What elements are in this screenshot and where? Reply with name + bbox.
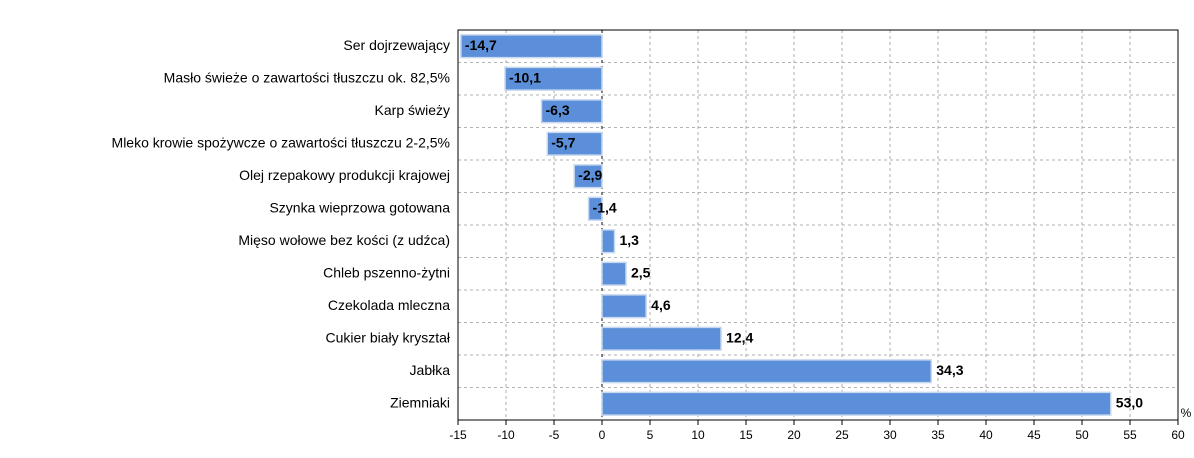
value-label: 4,6	[651, 297, 671, 313]
x-tick-label: 50	[1075, 428, 1089, 442]
bar	[601, 294, 647, 319]
value-label: -10,1	[509, 69, 541, 85]
x-tick-label: 60	[1171, 428, 1185, 442]
x-tick-label: 10	[691, 428, 705, 442]
x-tick-label: 15	[739, 428, 753, 442]
x-tick-label: 25	[835, 428, 849, 442]
bar	[573, 164, 603, 189]
y-tick-label: Szynka wieprzowa gotowana	[269, 199, 450, 215]
x-tick-label: 30	[883, 428, 897, 442]
x-tick-label: 35	[931, 428, 945, 442]
bar	[504, 66, 603, 91]
bar	[587, 196, 603, 221]
x-tick-label: 40	[979, 428, 993, 442]
x-tick-label: -5	[549, 428, 560, 442]
bar	[460, 34, 603, 59]
y-tick-label: Mleko krowie spożywcze o zawartości tłus…	[112, 134, 450, 150]
bar	[601, 391, 1112, 416]
value-label: 2,5	[631, 264, 651, 280]
value-label: -1,4	[593, 199, 617, 215]
y-tick-label: Ziemniaki	[390, 394, 450, 410]
value-label: 34,3	[936, 362, 963, 378]
y-tick-label: Masło świeże o zawartości tłuszczu ok. 8…	[164, 69, 450, 85]
value-label: 12,4	[726, 329, 753, 345]
value-label: -2,9	[578, 167, 602, 183]
y-tick-label: Ser dojrzewający	[343, 37, 450, 53]
y-tick-label: Jabłka	[410, 362, 451, 378]
y-tick-label: Czekolada mleczna	[328, 297, 450, 313]
value-label: -5,7	[551, 134, 575, 150]
x-axis-label: %	[1181, 406, 1192, 420]
y-tick-label: Karp świeży	[375, 102, 450, 118]
x-tick-label: 55	[1123, 428, 1137, 442]
y-tick-label: Cukier biały kryształ	[326, 329, 451, 345]
x-tick-label: 5	[647, 428, 654, 442]
bar	[601, 261, 627, 286]
value-label: -14,7	[465, 37, 497, 53]
bar	[540, 99, 603, 124]
bar	[601, 229, 616, 254]
x-tick-label: 45	[1027, 428, 1041, 442]
bar	[601, 326, 722, 351]
x-tick-label: 20	[787, 428, 801, 442]
bar	[546, 131, 603, 156]
x-tick-label: -10	[497, 428, 515, 442]
value-label: 1,3	[619, 232, 639, 248]
y-tick-label: Chleb pszenno-żytni	[323, 264, 450, 280]
x-tick-label: 0	[599, 428, 606, 442]
plot-border	[457, 29, 1179, 421]
value-label: -6,3	[546, 102, 570, 118]
x-tick-label: -15	[449, 428, 467, 442]
value-label: 53,0	[1116, 394, 1143, 410]
bar	[601, 359, 933, 384]
y-tick-label: Olej rzepakowy produkcji krajowej	[239, 167, 450, 183]
y-tick-label: Mięso wołowe bez kości (z udźca)	[238, 232, 450, 248]
